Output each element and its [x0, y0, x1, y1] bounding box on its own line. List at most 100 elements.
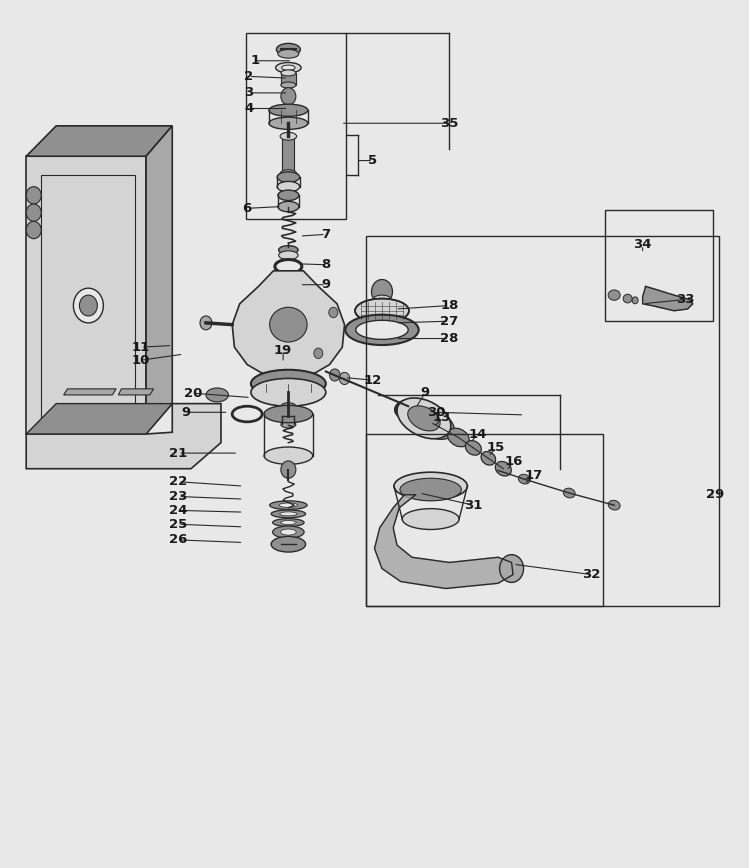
Ellipse shape — [281, 421, 296, 428]
Ellipse shape — [269, 117, 308, 129]
Polygon shape — [232, 271, 345, 377]
Ellipse shape — [495, 462, 512, 476]
Ellipse shape — [397, 398, 451, 439]
Polygon shape — [374, 495, 513, 589]
Circle shape — [329, 307, 338, 318]
Ellipse shape — [608, 500, 620, 510]
Ellipse shape — [465, 441, 482, 455]
Circle shape — [73, 288, 103, 323]
Ellipse shape — [282, 65, 295, 70]
Ellipse shape — [281, 82, 296, 88]
Text: 34: 34 — [634, 239, 652, 251]
Bar — [246, 33, 346, 219]
Polygon shape — [64, 389, 116, 395]
Circle shape — [281, 88, 296, 105]
Circle shape — [26, 187, 41, 204]
Circle shape — [330, 369, 340, 381]
Ellipse shape — [411, 408, 455, 439]
Ellipse shape — [251, 378, 326, 406]
Polygon shape — [26, 404, 172, 434]
Circle shape — [372, 279, 392, 304]
Ellipse shape — [269, 104, 308, 116]
Text: 9: 9 — [181, 406, 190, 418]
Ellipse shape — [400, 478, 461, 501]
Ellipse shape — [280, 512, 297, 516]
Polygon shape — [146, 126, 172, 434]
Ellipse shape — [563, 488, 575, 498]
Text: 20: 20 — [184, 387, 202, 399]
Circle shape — [200, 316, 212, 330]
Circle shape — [79, 295, 97, 316]
Text: 15: 15 — [487, 442, 505, 454]
Ellipse shape — [280, 521, 297, 524]
Bar — [281, 73, 296, 85]
Text: 7: 7 — [321, 228, 330, 240]
Ellipse shape — [394, 472, 467, 500]
Ellipse shape — [632, 297, 638, 304]
Bar — [41, 175, 135, 417]
Ellipse shape — [345, 314, 419, 345]
Text: 12: 12 — [364, 374, 382, 386]
Circle shape — [26, 204, 41, 221]
Text: 26: 26 — [169, 534, 187, 546]
Bar — [366, 434, 603, 606]
Polygon shape — [118, 389, 154, 395]
Ellipse shape — [402, 509, 459, 529]
Text: 22: 22 — [169, 476, 187, 488]
Text: 14: 14 — [469, 428, 487, 440]
Ellipse shape — [407, 406, 440, 431]
Ellipse shape — [280, 529, 297, 535]
Ellipse shape — [270, 501, 307, 510]
Bar — [366, 236, 719, 606]
Ellipse shape — [279, 251, 298, 260]
Text: 9: 9 — [421, 386, 430, 398]
Ellipse shape — [279, 246, 298, 254]
Text: 16: 16 — [505, 456, 523, 468]
Ellipse shape — [278, 201, 299, 212]
Ellipse shape — [279, 263, 297, 270]
Ellipse shape — [481, 451, 496, 465]
Ellipse shape — [447, 428, 470, 447]
Polygon shape — [26, 156, 146, 434]
Ellipse shape — [264, 405, 313, 423]
Ellipse shape — [251, 370, 326, 398]
Text: 29: 29 — [706, 489, 724, 501]
Text: 30: 30 — [427, 406, 445, 418]
Text: 10: 10 — [132, 354, 150, 366]
Ellipse shape — [280, 133, 297, 140]
Ellipse shape — [277, 181, 300, 192]
Ellipse shape — [276, 43, 300, 56]
Polygon shape — [643, 286, 693, 311]
Ellipse shape — [280, 170, 297, 177]
Circle shape — [281, 461, 296, 478]
Circle shape — [339, 372, 350, 385]
Text: 21: 21 — [169, 447, 187, 459]
Text: 33: 33 — [676, 293, 694, 306]
Circle shape — [26, 221, 41, 239]
Ellipse shape — [279, 503, 298, 507]
Text: 32: 32 — [583, 569, 601, 581]
Ellipse shape — [273, 526, 304, 538]
Ellipse shape — [281, 69, 296, 76]
Text: 23: 23 — [169, 490, 187, 503]
Text: 19: 19 — [274, 345, 292, 357]
Text: 31: 31 — [464, 499, 482, 511]
Text: 4: 4 — [244, 102, 253, 115]
Text: 25: 25 — [169, 518, 187, 530]
Ellipse shape — [276, 62, 301, 73]
Text: 24: 24 — [169, 504, 187, 516]
Ellipse shape — [277, 172, 300, 182]
Ellipse shape — [608, 290, 620, 300]
Ellipse shape — [264, 447, 313, 464]
Text: 35: 35 — [440, 117, 458, 129]
Text: 28: 28 — [440, 332, 458, 345]
Circle shape — [314, 348, 323, 358]
Ellipse shape — [623, 294, 632, 303]
Ellipse shape — [374, 295, 390, 302]
Bar — [605, 210, 713, 321]
Ellipse shape — [237, 411, 257, 418]
Text: 3: 3 — [244, 87, 253, 99]
Ellipse shape — [278, 190, 299, 201]
Ellipse shape — [270, 307, 307, 342]
Ellipse shape — [271, 510, 306, 517]
